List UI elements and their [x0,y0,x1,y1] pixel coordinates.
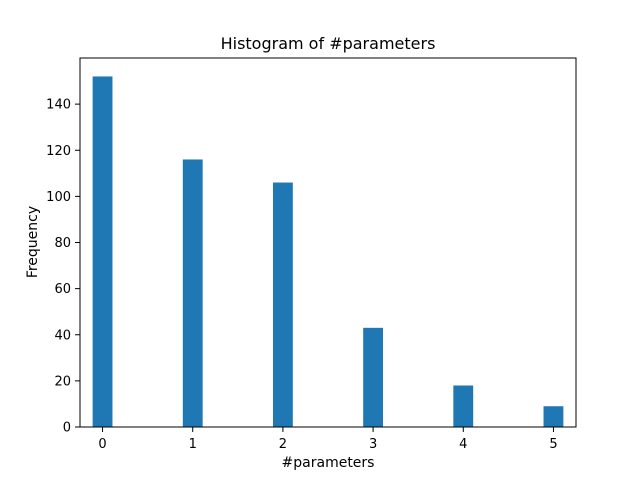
x-tick-label: 0 [98,437,106,452]
y-tick-label: 120 [46,144,71,159]
x-tick-label: 4 [459,437,467,452]
histogram-bar [272,182,293,427]
y-tick-label: 80 [54,236,71,251]
histogram-bar [363,327,384,427]
histogram-bar [543,406,564,427]
bars-layer [92,76,564,428]
histogram-bar [92,76,113,427]
y-axis-ticks: 0 20 40 60 80 100 120 140 [46,98,80,436]
chart-title: Histogram of #parameters [221,34,436,53]
y-tick-label: 20 [54,374,71,389]
x-tick-label: 2 [279,437,287,452]
y-tick-label: 140 [46,98,71,113]
x-tick-label: 3 [369,437,377,452]
y-tick-label: 60 [54,282,71,297]
plot-frame [79,57,577,428]
x-axis-label: #parameters [282,455,375,471]
y-tick-label: 40 [54,328,71,343]
histogram-bar [182,159,203,428]
y-tick-label: 0 [63,421,71,436]
x-tick-label: 1 [189,437,197,452]
histogram-bar [453,385,474,427]
y-axis-label: Frequency [25,206,41,278]
x-axis-ticks: 0 1 2 3 4 5 [98,427,558,452]
y-tick-label: 100 [46,190,71,205]
x-tick-label: 5 [549,437,557,452]
